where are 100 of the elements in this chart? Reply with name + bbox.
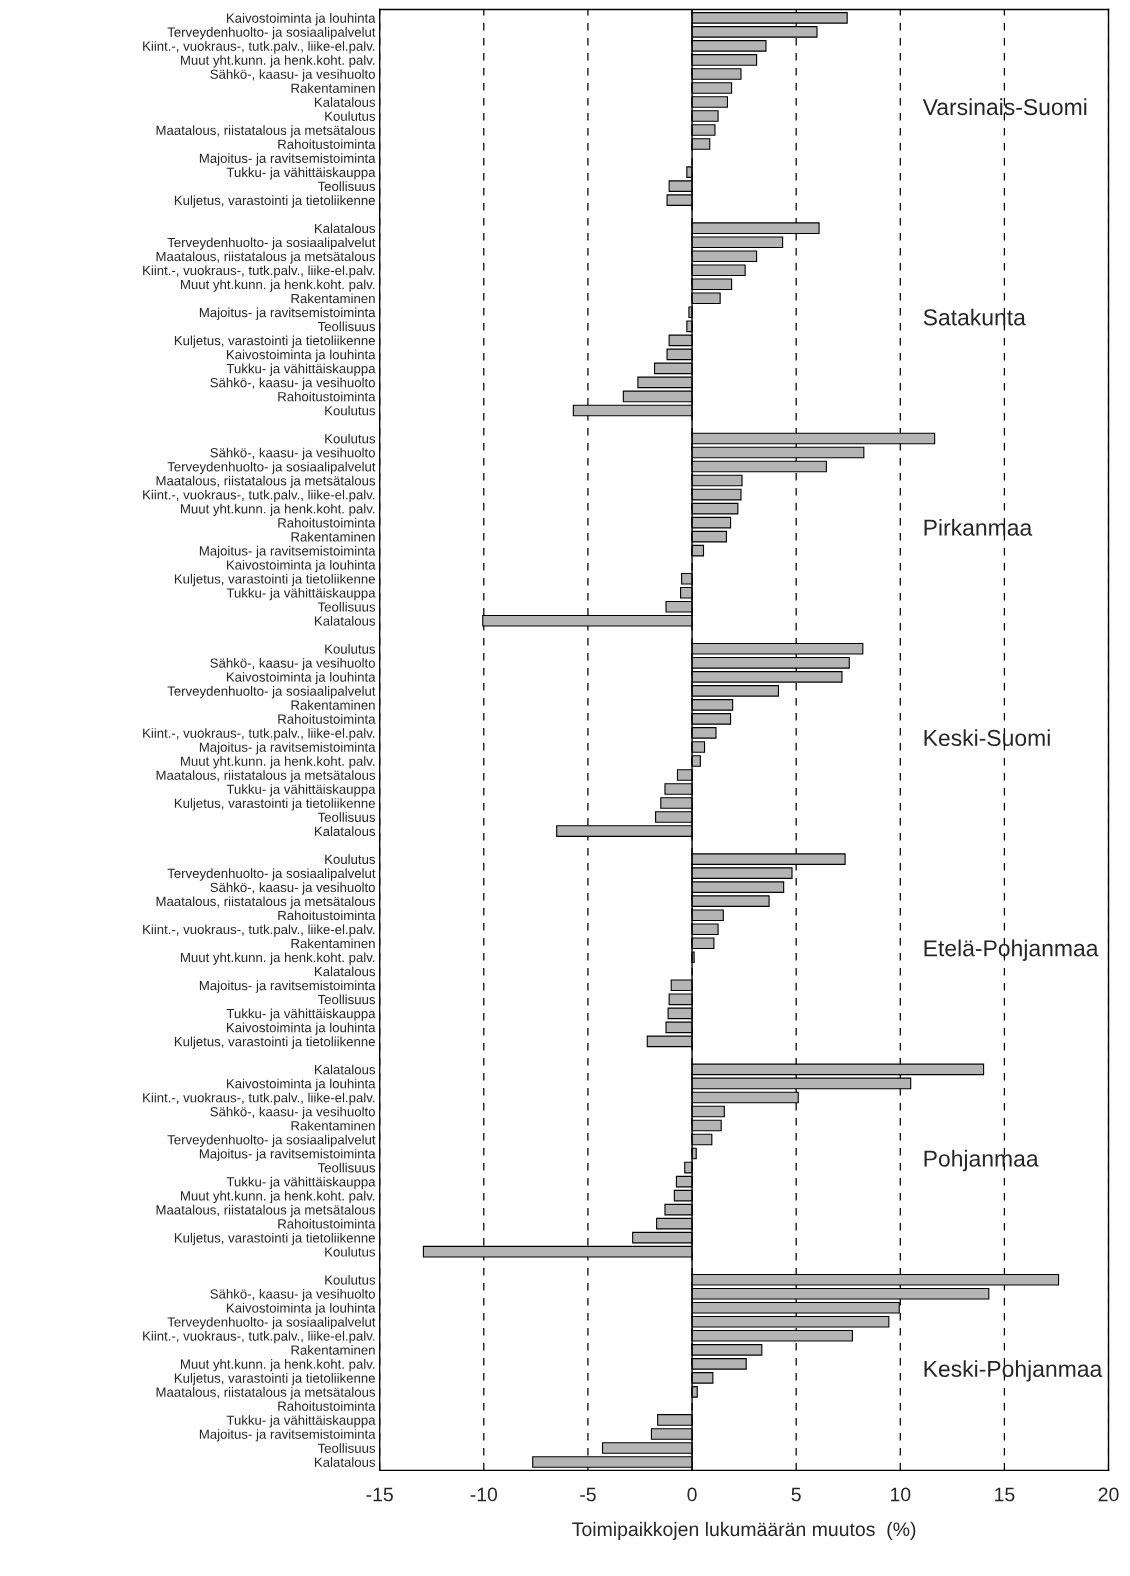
y-tick-label: Kiint.-, vuokraus-, tutk.palv., liike-el.palv. [143,924,375,937]
y-tick-label: Kuljetus, varastointi ja tietoliikenne [174,1036,375,1049]
y-tick-label: Kiint.-, vuokraus-, tutk.palv., liike-el.palv. [143,41,375,54]
annotation: Keski-Suomi [924,729,1050,747]
y-tick-label: Terveydenhuolto- ja sosiaalipalvelut [167,461,376,475]
y-tick-label: Teollisuus [317,1443,376,1453]
y-tick-label: Kuljetus, varastointi ja tietoliikenne [174,798,375,811]
y-tick-label: Teollisuus [317,181,376,192]
y-tick-label: Kaivostoiminta ja louhinta [226,1302,376,1316]
y-tick-label: Koulutus [325,1246,376,1257]
y-tick-label: Rakentaminen [291,531,375,542]
y-tick-label: Koulutus [325,644,376,654]
y-tick-label: Rahoitustoiminta [278,1218,376,1229]
y-tick-label: Rahoitustoiminta [278,139,376,149]
y-tick-label: Kiint.-, vuokraus-, tutk.palv., liike-el.palv. [143,1092,375,1105]
y-tick-label: Majoitus- ja ravitsemistoiminta [199,742,376,755]
y-tick-label: Muut yht.kunn. ja henk.koht. palv. [181,952,375,965]
y-tick-label: Sähkö-, kaasu- ja vesihuolto [210,377,375,390]
y-tick-label: Kaivostoiminta ja louhinta [226,559,376,573]
y-tick-label: Terveydenhuolto- ja sosiaalipalvelut [167,1317,376,1330]
y-tick-label: Tukku- ja vähittäiskauppa [226,784,376,797]
y-tick-label: Rahoitustoiminta [278,910,376,921]
y-tick-label: Terveydenhuolto- ja sosiaalipalvelut [167,237,376,250]
y-tick-label: Rahoitustoiminta [278,714,376,724]
y-tick-label: Kalatalous [314,1457,376,1467]
y-tick-label: Tukku- ja vähittäiskauppa [226,1008,376,1021]
y-tick-label: Sähkö-, kaasu- ja vesihuolto [210,658,375,671]
y-tick-label: Kuljetus, varastointi ja tietoliikenne [174,195,375,208]
y-tick-label: Muut yht.kunn. ja henk.koht. palv. [181,1359,375,1372]
annotation: Varsinais-Suomi [922,98,1087,116]
y-tick-label: Kiint.-, vuokraus-, tutk.palv., liike-el.palv. [143,728,375,741]
y-tick-label: Tukku- ja vähittäiskauppa [226,1176,376,1190]
y-tick-label: Muut yht.kunn. ja henk.koht. palv. [181,1190,375,1204]
y-tick-label: Majoitus- ja ravitsemistoiminta [199,980,376,993]
y-tick-label: Tukku- ja vähittäiskauppa [226,363,376,376]
y-tick-label: Rakentaminen [291,293,375,304]
y-tick-label: Rahoitustoiminta [278,1401,376,1411]
y-tick-label: Majoitus- ja ravitsemistoiminta [199,545,376,559]
y-tick-label: Tukku- ja vähittäiskauppa [226,167,376,180]
y-tick-label: Kaivostoiminta ja louhinta [226,349,376,362]
y-tick-label: Terveydenhuolto- ja sosiaalipalvelut [167,868,376,881]
y-tick-label: Muut yht.kunn. ja henk.koht. palv. [181,279,375,292]
y-tick-label: Kalatalous [314,97,376,107]
y-tick-label: Majoitus- ja ravitsemistoiminta [199,153,376,166]
annotation: Pohjanmaa [924,1149,1039,1172]
y-tick-label: Sähkö-, kaasu- ja vesihuolto [210,1288,375,1302]
y-tick-label: Koulutus [325,1274,376,1285]
y-tick-label: Kiint.-, vuokraus-, tutk.palv., liike-el.palv. [143,1331,375,1344]
y-tick-label: Kalatalous [314,826,376,836]
y-tick-label: Terveydenhuolto- ja sosiaalipalvelut [167,27,376,40]
y-tick-label: Maatalous, riistatalous ja metsätalous [156,770,376,783]
y-tick-label: Majoitus- ja ravitsemistoiminta [199,1148,376,1162]
x-tick-label: 5 [791,1487,801,1502]
y-tick-label: Teollisuus [317,994,376,1005]
y-tick-label: Maatalous, riistatalous ja metsätalous [156,1387,376,1400]
y-tick-label: Sähkö-, kaasu- ja vesihuolto [210,1106,375,1119]
y-tick-label: Kuljetus, varastointi ja tietoliikenne [174,573,375,587]
x-tick-label: -5 [580,1487,596,1502]
y-tick-label: Maatalous, riistatalous ja metsätalous [156,251,376,264]
y-tick-label: Kaivostoiminta ja louhinta [226,1078,376,1091]
y-tick-label: Rakentaminen [291,938,375,949]
y-tick-label: Koulutus [325,405,376,416]
y-tick-label: Kuljetus, varastointi ja tietoliikenne [174,335,375,348]
annotation: Pirkanmaa [924,518,1033,536]
y-tick-label: Muut yht.kunn. ja henk.koht. palv. [181,55,375,68]
y-tick-label: Tukku- ja vähittäiskauppa [226,587,376,601]
y-tick-label: Teollisuus [317,321,376,332]
y-tick-label: Sähkö-, kaasu- ja vesihuolto [210,69,375,82]
x-tick-label: 10 [890,1487,911,1502]
y-tick-label: Terveydenhuolto- ja sosiaalipalvelut [167,1134,376,1148]
y-tick-label: Muut yht.kunn. ja henk.koht. palv. [181,756,375,769]
y-tick-label: Majoitus- ja ravitsemistoiminta [199,1429,376,1442]
y-tick-label: Maatalous, riistatalous ja metsätalous [156,475,376,489]
y-tick-label: Rakentaminen [291,1120,375,1131]
y-tick-label: Rakentaminen [291,700,375,710]
y-tick-label: Rahoitustoiminta [278,517,376,528]
x-tick-label: 0 [687,1487,697,1502]
y-tick-label: Kiint.-, vuokraus-, tutk.palv., liike-el.palv. [143,265,375,278]
annotation: Satakunta [923,308,1026,326]
y-tick-label: Kaivostoiminta ja louhinta [226,672,376,685]
y-tick-label: Kalatalous [314,615,376,626]
y-tick-label: Teollisuus [317,812,376,822]
y-tick-label: Kalatalous [314,1064,376,1075]
y-tick-label: Koulutus [325,854,376,865]
y-tick-label: Kaivostoiminta ja louhinta [226,13,376,26]
x-tick-label: 15 [995,1487,1015,1502]
annotation: Etelä-Pohjanmaa [924,939,1099,961]
y-tick-label: Teollisuus [317,601,376,612]
y-tick-label: Kaivostoiminta ja louhinta [226,1022,376,1035]
y-tick-label: Majoitus- ja ravitsemistoiminta [199,307,376,320]
y-tick-label: Muut yht.kunn. ja henk.koht. palv. [181,503,375,517]
y-tick-label: Kuljetus, varastointi ja tietoliikenne [174,1373,375,1386]
y-tick-label: Maatalous, riistatalous ja metsätalous [156,125,376,138]
x-tick-label: 20 [1098,1487,1119,1502]
x-tick-label: -10 [470,1487,498,1502]
y-tick-label: Sähkö-, kaasu- ja vesihuolto [210,882,375,895]
y-tick-label: Teollisuus [317,1162,376,1173]
y-tick-label: Rakentaminen [291,83,375,93]
y-tick-label: Tukku- ja vähittäiskauppa [226,1415,376,1428]
y-tick-label: Koulutus [325,433,376,444]
